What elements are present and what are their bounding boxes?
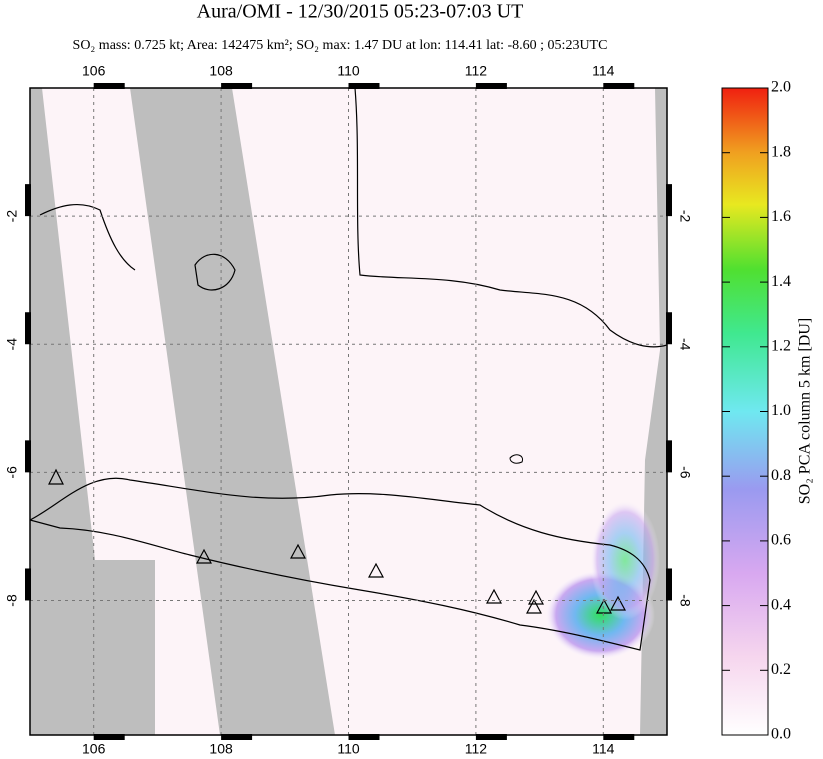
volcanoes xyxy=(48,468,627,614)
x-tick-label: 112 xyxy=(465,63,488,79)
map-frame xyxy=(29,87,668,736)
y-tick-label: -2 xyxy=(677,210,693,223)
y-tick-label: -6 xyxy=(677,466,693,479)
colorbar-tick-label: 2.0 xyxy=(771,79,791,96)
coastline xyxy=(39,204,136,271)
colorbar-tick-label: 1.6 xyxy=(771,208,791,225)
colorbar-tick-label: 1.4 xyxy=(771,273,791,290)
grid xyxy=(25,83,672,740)
x-tick-label: 110 xyxy=(337,741,360,757)
x-tick-label: 112 xyxy=(465,741,488,757)
no-data-swath xyxy=(130,88,335,735)
colorbar-tick-label: 0.4 xyxy=(771,596,791,613)
title: Aura/OMI - 12/30/2015 05:23-07:03 UT xyxy=(197,1,524,23)
x-tick-label: 106 xyxy=(82,63,106,79)
x-tick-label: 108 xyxy=(209,63,233,79)
colorbar-tick-label: 0.8 xyxy=(771,467,791,484)
colorbar-tick-label: 0.0 xyxy=(771,726,791,743)
coastline xyxy=(354,88,667,348)
island xyxy=(509,454,524,464)
so2-plume xyxy=(590,500,660,620)
colorbar-tick-label: 0.2 xyxy=(771,661,791,678)
y-tick-label: -4 xyxy=(677,338,693,351)
x-tick-label: 108 xyxy=(209,741,233,757)
coastline xyxy=(30,477,651,651)
colorbar-tick-label: 0.6 xyxy=(771,532,791,549)
colorbar-tick-label: 1.0 xyxy=(771,402,791,419)
y-tick-label: -2 xyxy=(4,210,20,223)
x-tick-label: 110 xyxy=(337,63,360,79)
no-data-swath xyxy=(30,88,155,735)
colorbar-label: SO₂ PCA column 5 km [DU] xyxy=(797,318,814,504)
x-tick-label: 106 xyxy=(82,741,106,757)
colorbar-tick-label: 1.8 xyxy=(771,143,791,160)
colorbar-tick-label: 1.2 xyxy=(771,337,791,354)
x-tick-label: 114 xyxy=(592,63,615,79)
y-tick-label: -8 xyxy=(4,594,20,607)
y-tick-label: -6 xyxy=(4,466,20,479)
island xyxy=(194,253,236,291)
y-tick-label: -4 xyxy=(4,338,20,351)
subtitle: SO₂ mass: 0.725 kt; Area: 142475 km²; SO… xyxy=(73,38,608,53)
y-tick-label: -8 xyxy=(677,594,693,607)
x-tick-label: 114 xyxy=(592,741,615,757)
